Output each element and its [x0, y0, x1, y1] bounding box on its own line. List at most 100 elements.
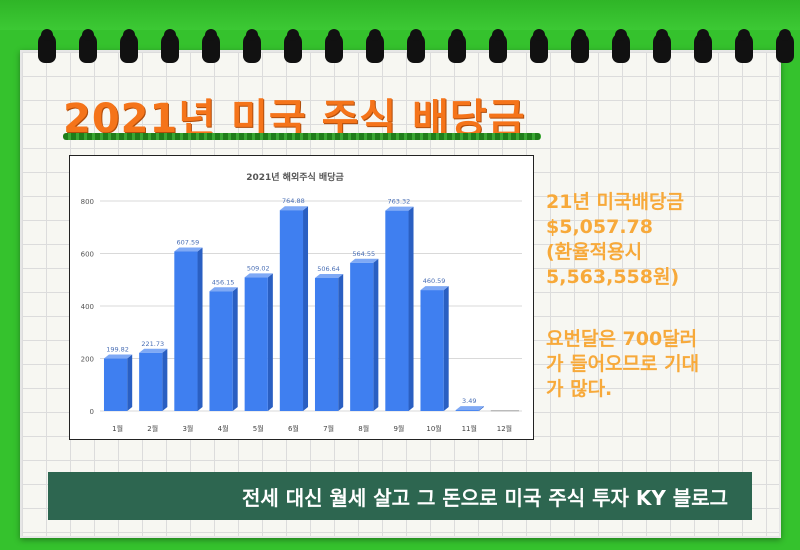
data-label: 460.59	[423, 277, 446, 285]
total-dividend-note: 21년 미국배당금 $5,057.78 (환율적용시 5,563,558원)	[546, 190, 684, 290]
bar	[350, 258, 379, 411]
bar-front	[174, 251, 198, 411]
bar-top	[455, 406, 484, 411]
bar	[314, 274, 344, 411]
bar	[490, 410, 520, 412]
x-tick-label: 7월	[323, 424, 334, 433]
bar-front	[209, 291, 233, 411]
data-label: 509.02	[247, 264, 270, 272]
binder-ring	[243, 29, 261, 63]
bar	[279, 206, 309, 411]
bar-top	[314, 274, 344, 279]
bar	[420, 286, 449, 411]
frame-top	[0, 0, 800, 30]
bar	[139, 348, 168, 411]
bar-top	[174, 247, 203, 252]
bar-front	[350, 262, 374, 411]
binder-ring	[571, 29, 589, 63]
bar-side	[373, 258, 379, 411]
bar-top	[385, 206, 414, 211]
bar-front	[103, 358, 128, 411]
bar-side	[267, 273, 273, 411]
x-tick-label: 1월	[112, 424, 123, 433]
binder-ring	[161, 29, 179, 63]
y-tick-label: 400	[81, 303, 94, 311]
note-line: 5,563,558원)	[546, 266, 680, 288]
bar-front	[455, 410, 479, 411]
x-tick-label: 10월	[426, 424, 441, 433]
bar-side	[303, 206, 309, 411]
note-line: 21년 미국배당금	[546, 191, 684, 213]
bar-top	[350, 258, 379, 263]
banner-text: 전세 대신 월세 살고 그 돈으로 미국 주식 투자 KY 블로그	[241, 485, 728, 510]
y-axis-ticks: 0 200 400 600 800	[81, 198, 94, 416]
x-tick-label: 2월	[147, 424, 158, 433]
binder-ring	[530, 29, 548, 63]
x-tick-label: 12월	[497, 424, 512, 433]
note-line: (환율적용시	[546, 241, 643, 263]
bar-side	[197, 247, 203, 411]
note-line: 요번달은 700달러	[546, 328, 698, 350]
data-label: 3.49	[462, 397, 476, 405]
outlook-note: 요번달은 700달러 가 들어오므로 기대 가 많다.	[546, 327, 699, 402]
bar-top	[103, 354, 133, 359]
grid-lines	[100, 200, 522, 412]
y-tick-label: 600	[81, 251, 94, 259]
binder-ring	[79, 29, 97, 63]
bar	[174, 247, 203, 411]
binder-ring	[120, 29, 138, 63]
bar-front	[244, 277, 268, 411]
y-tick-label: 200	[81, 356, 94, 364]
x-tick-label: 5월	[253, 424, 264, 433]
bar-side	[338, 274, 344, 411]
binder-ring	[202, 29, 220, 63]
binder-ring	[776, 29, 794, 63]
note-line: $5,057.78	[546, 216, 653, 238]
binder-ring	[325, 29, 343, 63]
binder-ring	[694, 29, 712, 63]
note-line: 가 들어오므로 기대	[546, 353, 700, 375]
y-tick-label: 0	[90, 408, 94, 416]
data-label: 221.73	[141, 340, 164, 348]
bar-top	[209, 287, 238, 292]
x-tick-label: 11월	[462, 424, 477, 433]
bar-top	[279, 206, 309, 211]
x-tick-label: 6월	[288, 424, 299, 433]
data-label: 607.59	[177, 239, 200, 247]
bar-front	[490, 410, 520, 412]
bar-top	[139, 348, 168, 353]
bar-side	[232, 287, 238, 411]
binder-ring	[489, 29, 507, 63]
x-tick-label: 3월	[182, 424, 193, 433]
data-labels: 199.82 221.73 607.59 456.15 509.02 764.88 506.…	[106, 197, 476, 405]
note-line: 가 많다.	[546, 378, 613, 400]
bar-front	[279, 210, 304, 411]
x-tick-label: 9월	[393, 424, 404, 433]
bar-side	[443, 286, 449, 411]
bar-side	[478, 406, 484, 411]
bar-top	[244, 273, 273, 278]
bar-front	[385, 210, 409, 411]
data-label: 763.32	[388, 198, 411, 206]
binder-ring	[366, 29, 384, 63]
binder-ring	[284, 29, 302, 63]
bar-side	[127, 354, 133, 411]
bar	[455, 406, 484, 411]
binder-ring	[407, 29, 425, 63]
dividend-chart-svg: 2021년 해외주식 배당금 0 200 400 600 800 199.82 221.7…	[81, 171, 522, 433]
binder-ring	[612, 29, 630, 63]
bars	[103, 206, 520, 412]
bar-side	[408, 206, 414, 411]
x-tick-label: 8월	[358, 424, 369, 433]
bar	[209, 287, 238, 411]
x-tick-label: 4월	[218, 424, 229, 433]
data-label: 456.15	[212, 278, 235, 286]
data-label: 564.55	[352, 250, 375, 258]
data-label: 506.64	[317, 265, 340, 273]
dividend-chart: 2021년 해외주식 배당금 0 200 400 600 800 199.82 221.7…	[69, 155, 534, 440]
bar-front	[314, 278, 339, 411]
y-tick-label: 800	[81, 198, 94, 206]
binder-ring	[448, 29, 466, 63]
data-label: 764.88	[282, 197, 305, 205]
bar	[385, 206, 414, 411]
